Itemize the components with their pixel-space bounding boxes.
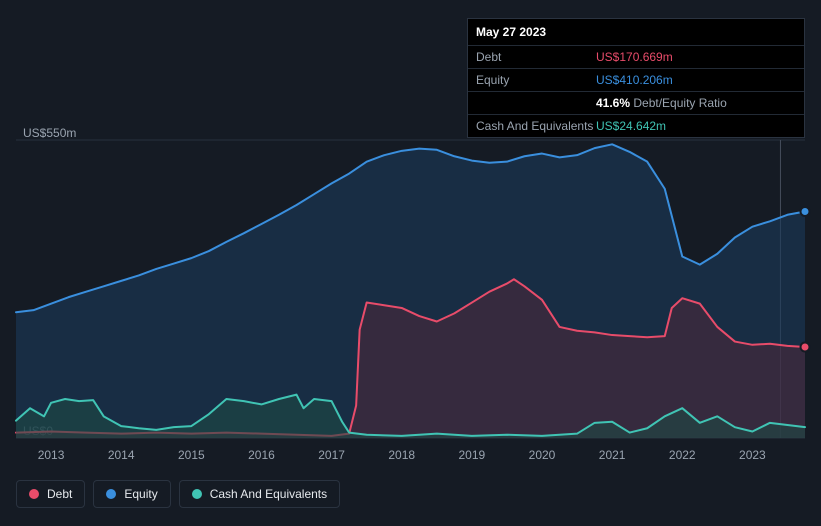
legend-item-cash-and-equivalents[interactable]: Cash And Equivalents <box>179 480 340 508</box>
tooltip-row-equity: Equity US$410.206m <box>468 68 804 91</box>
chart-legend: Debt Equity Cash And Equivalents <box>16 480 340 508</box>
tooltip-row-cash: Cash And Equivalents US$24.642m <box>468 114 804 137</box>
tooltip-row-debt: Debt US$170.669m <box>468 45 804 68</box>
legend-swatch <box>192 489 202 499</box>
x-tick-label: 2018 <box>388 448 415 462</box>
x-tick-label: 2014 <box>108 448 135 462</box>
legend-swatch <box>29 489 39 499</box>
tooltip-value: US$170.669m <box>596 50 796 64</box>
x-tick-label: 2022 <box>669 448 696 462</box>
tooltip-label: Debt <box>476 50 596 64</box>
legend-swatch <box>106 489 116 499</box>
x-tick-label: 2013 <box>38 448 65 462</box>
x-tick-label: 2023 <box>739 448 766 462</box>
legend-label: Cash And Equivalents <box>210 487 327 501</box>
tooltip-value: US$410.206m <box>596 73 796 87</box>
legend-item-equity[interactable]: Equity <box>93 480 170 508</box>
x-tick-label: 2015 <box>178 448 205 462</box>
debt-equity-chart: US$550m US$0 201320142015201620172018201… <box>0 0 821 526</box>
plot-area[interactable] <box>16 140 805 438</box>
legend-item-debt[interactable]: Debt <box>16 480 85 508</box>
tooltip-row-ratio: 41.6% Debt/Equity Ratio <box>468 91 804 114</box>
tooltip-label <box>476 96 596 110</box>
x-tick-label: 2017 <box>318 448 345 462</box>
tooltip-date: May 27 2023 <box>468 19 804 45</box>
x-tick-label: 2020 <box>529 448 556 462</box>
tooltip-value: 41.6% Debt/Equity Ratio <box>596 96 796 110</box>
chart-tooltip: May 27 2023 Debt US$170.669m Equity US$4… <box>467 18 805 138</box>
legend-label: Equity <box>124 487 157 501</box>
tooltip-value: US$24.642m <box>596 119 796 133</box>
legend-label: Debt <box>47 487 72 501</box>
x-axis: 2013 2014 2015 2016 2017 2018 2019 2020 2021 2022… <box>16 448 805 468</box>
x-tick-label: 2016 <box>248 448 275 462</box>
x-tick-label: 2019 <box>459 448 486 462</box>
tooltip-label: Cash And Equivalents <box>476 119 596 133</box>
x-tick-label: 2021 <box>599 448 626 462</box>
y-axis-max-label: US$550m <box>23 126 76 140</box>
tooltip-label: Equity <box>476 73 596 87</box>
